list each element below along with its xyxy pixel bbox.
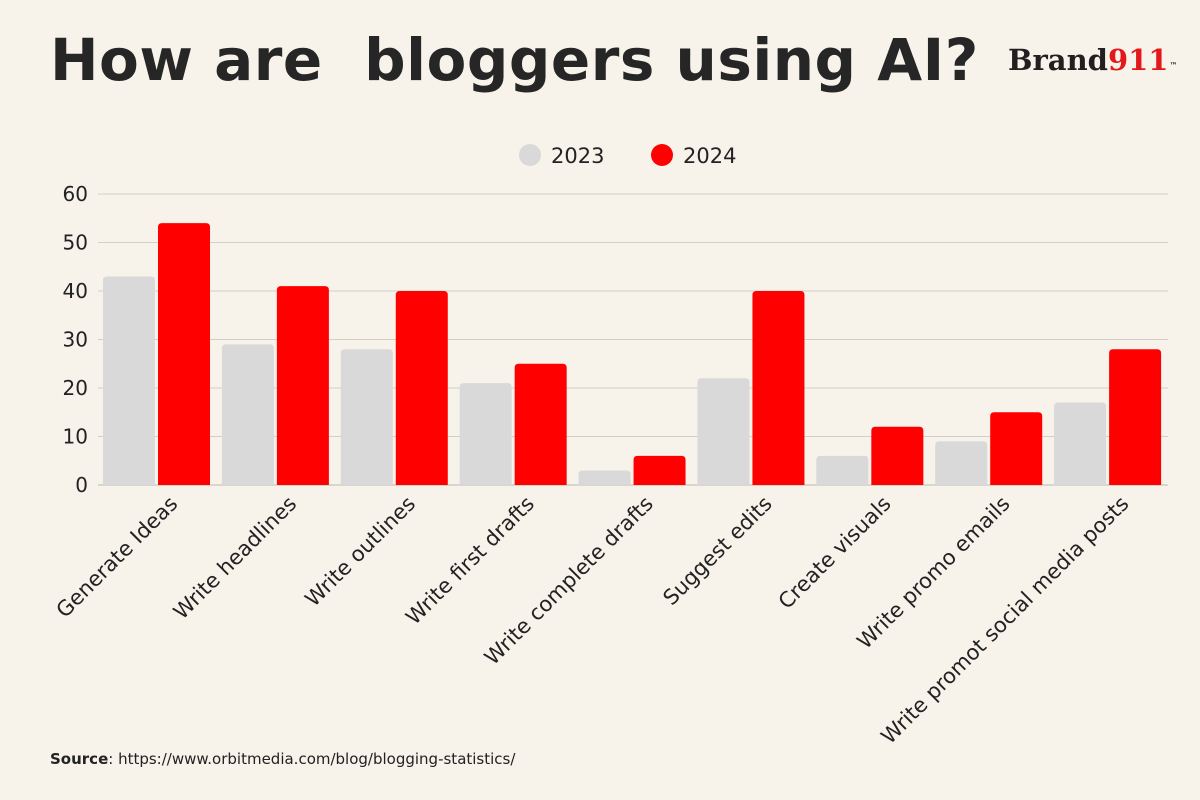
bar-2023-1 (103, 276, 155, 485)
y-tick-label-10: 10 (63, 425, 88, 449)
x-tick-label-7: Create visuals (774, 492, 896, 614)
x-tick-label-1: Generate Ideas (52, 492, 183, 623)
y-tick-label-50: 50 (63, 231, 88, 255)
source-url[interactable]: https://www.orbitmedia.com/blog/blogging… (118, 750, 516, 768)
source-separator: : (108, 750, 119, 768)
bar-2023-5 (578, 470, 631, 485)
y-tick-label-0: 0 (75, 473, 88, 497)
bars (103, 223, 1162, 485)
bar-2024-6 (752, 291, 805, 485)
bar-2023-9 (1054, 402, 1107, 485)
x-tick-label-2: Write headlines (169, 492, 302, 625)
bar-2023-7 (816, 455, 869, 485)
source-label: Source (50, 750, 109, 768)
y-tick-label-30: 30 (63, 328, 88, 352)
bar-2024-9 (1109, 349, 1162, 485)
bar-2024-8 (990, 412, 1043, 485)
bar-2024-2 (276, 286, 329, 485)
y-tick-label-20: 20 (63, 376, 88, 400)
bar-2024-3 (395, 291, 448, 485)
legend: 2023 2024 (519, 144, 736, 168)
brand-number: 911 (1107, 43, 1169, 77)
bar-2023-2 (221, 344, 274, 485)
brand-trademark: ™ (1169, 61, 1178, 70)
brand-logo: Brand911™ (1008, 40, 1178, 80)
y-tick-label-60: 60 (63, 182, 88, 206)
bar-2023-8 (935, 441, 988, 485)
gridlines (98, 193, 1168, 486)
x-tick-label-9: Write promot social media posts (876, 492, 1133, 749)
source-note: Source: https://www.orbitmedia.com/blog/… (50, 750, 515, 768)
bar-2024-1 (158, 223, 210, 485)
legend-swatch-2023 (519, 144, 541, 166)
x-tick-label-6: Suggest edits (658, 492, 776, 610)
y-tick-label-40: 40 (63, 279, 88, 303)
bar-2023-3 (340, 349, 393, 485)
bar-2024-7 (871, 426, 924, 485)
legend-label-2023: 2023 (551, 144, 604, 168)
x-tick-label-3: Write outlines (300, 492, 420, 612)
legend-swatch-2024 (651, 144, 673, 166)
chart-title: How are bloggers using AI? (50, 26, 979, 94)
x-tick-label-4: Write first drafts (401, 492, 539, 630)
bar-2024-4 (514, 363, 567, 485)
bar-2023-4 (459, 383, 512, 485)
legend-label-2024: 2024 (683, 144, 736, 168)
brand-name: Brand (1008, 43, 1108, 77)
bar-2024-5 (633, 455, 686, 485)
bar-2023-6 (697, 378, 750, 485)
y-axis-ticks: 0 10 20 30 40 50 60 (63, 182, 88, 497)
